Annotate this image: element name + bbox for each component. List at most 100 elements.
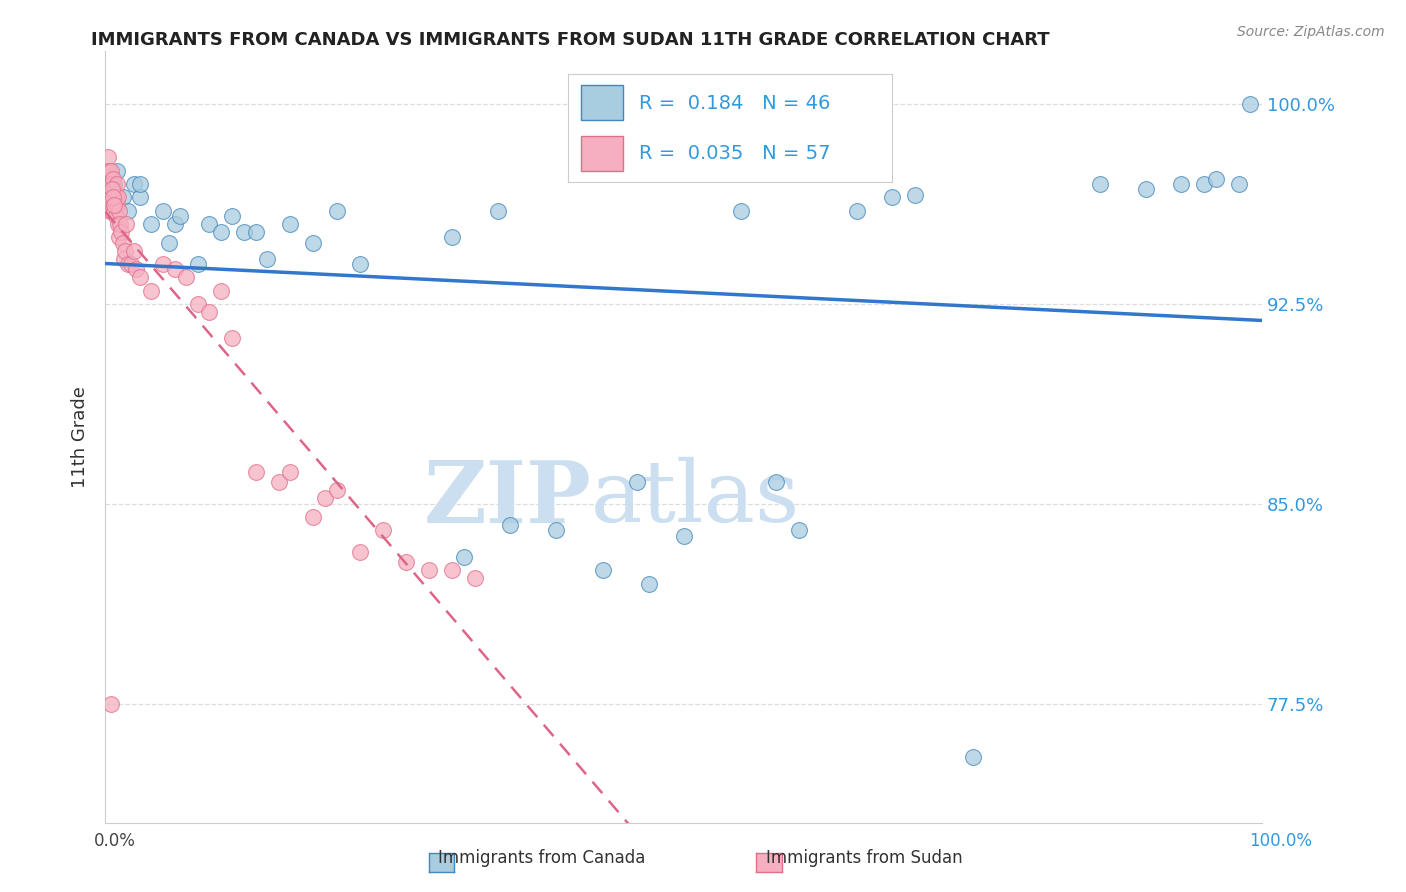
- Point: [110, 225, 132, 239]
- Point: [152, 257, 174, 271]
- Point: [125, 262, 148, 277]
- Point: [1239, 97, 1261, 112]
- Point: [100, 190, 122, 204]
- Point: [103, 177, 125, 191]
- Point: [325, 203, 347, 218]
- Point: [256, 252, 278, 266]
- Point: [96, 163, 118, 178]
- Point: [187, 257, 209, 271]
- Point: [163, 217, 186, 231]
- Point: [730, 203, 752, 218]
- Point: [141, 284, 163, 298]
- Point: [114, 244, 136, 258]
- Point: [245, 225, 267, 239]
- Point: [221, 209, 243, 223]
- Point: [221, 331, 243, 345]
- Point: [96, 182, 118, 196]
- Point: [98, 177, 121, 191]
- Point: [104, 190, 127, 204]
- Text: 100.0%: 100.0%: [1249, 831, 1312, 849]
- Point: [278, 217, 301, 231]
- Point: [105, 198, 128, 212]
- Point: [101, 203, 124, 218]
- Point: [302, 235, 325, 250]
- Point: [174, 270, 197, 285]
- Point: [233, 225, 256, 239]
- Point: [101, 177, 124, 191]
- Text: ZIP: ZIP: [423, 457, 591, 541]
- Point: [122, 177, 145, 191]
- Point: [395, 555, 418, 569]
- Point: [129, 177, 152, 191]
- Text: atlas: atlas: [591, 458, 800, 541]
- Point: [107, 217, 129, 231]
- Point: [108, 230, 131, 244]
- Point: [103, 203, 125, 218]
- Point: [453, 549, 475, 564]
- Point: [1135, 182, 1157, 196]
- Point: [765, 475, 787, 490]
- Text: Immigrants from Canada: Immigrants from Canada: [437, 848, 645, 866]
- Point: [371, 524, 394, 538]
- Point: [187, 297, 209, 311]
- Point: [110, 217, 132, 231]
- Point: [464, 571, 486, 585]
- Point: [103, 190, 125, 204]
- Point: [152, 203, 174, 218]
- Point: [97, 163, 120, 178]
- Point: [157, 235, 180, 250]
- Point: [105, 177, 128, 191]
- Point: [349, 257, 371, 271]
- Point: [245, 465, 267, 479]
- Point: [100, 697, 122, 711]
- Point: [325, 483, 347, 498]
- Point: [108, 203, 131, 218]
- Point: [637, 576, 659, 591]
- Point: [418, 563, 440, 577]
- Point: [117, 203, 139, 218]
- Point: [278, 465, 301, 479]
- Point: [962, 749, 984, 764]
- Point: [111, 235, 134, 250]
- Point: [880, 190, 903, 204]
- Text: 0.0%: 0.0%: [94, 831, 136, 849]
- Point: [100, 163, 122, 178]
- Point: [112, 252, 135, 266]
- Point: [104, 209, 127, 223]
- Point: [1227, 177, 1250, 191]
- Point: [169, 209, 191, 223]
- Point: [117, 257, 139, 271]
- Y-axis label: 11th Grade: 11th Grade: [72, 386, 89, 488]
- Point: [129, 270, 152, 285]
- Point: [349, 544, 371, 558]
- Point: [626, 475, 648, 490]
- Point: [267, 475, 290, 490]
- Point: [441, 230, 464, 244]
- Point: [163, 262, 186, 277]
- Point: [672, 529, 695, 543]
- Point: [546, 524, 568, 538]
- Point: [314, 491, 336, 506]
- Point: [115, 217, 138, 231]
- Point: [846, 203, 869, 218]
- Point: [198, 217, 221, 231]
- Text: IMMIGRANTS FROM CANADA VS IMMIGRANTS FROM SUDAN 11TH GRADE CORRELATION CHART: IMMIGRANTS FROM CANADA VS IMMIGRANTS FRO…: [91, 31, 1050, 49]
- Point: [787, 524, 810, 538]
- Text: Source: ZipAtlas.com: Source: ZipAtlas.com: [1237, 25, 1385, 39]
- Point: [98, 203, 121, 218]
- Point: [209, 225, 232, 239]
- Point: [101, 182, 124, 196]
- Point: [1192, 177, 1215, 191]
- Point: [209, 284, 232, 298]
- Point: [103, 171, 125, 186]
- Point: [141, 217, 163, 231]
- Point: [122, 244, 145, 258]
- Point: [1205, 171, 1227, 186]
- Point: [499, 518, 522, 533]
- Point: [103, 198, 125, 212]
- Point: [111, 190, 134, 204]
- Point: [97, 171, 120, 186]
- Point: [592, 563, 614, 577]
- Point: [302, 510, 325, 524]
- Point: [96, 150, 118, 164]
